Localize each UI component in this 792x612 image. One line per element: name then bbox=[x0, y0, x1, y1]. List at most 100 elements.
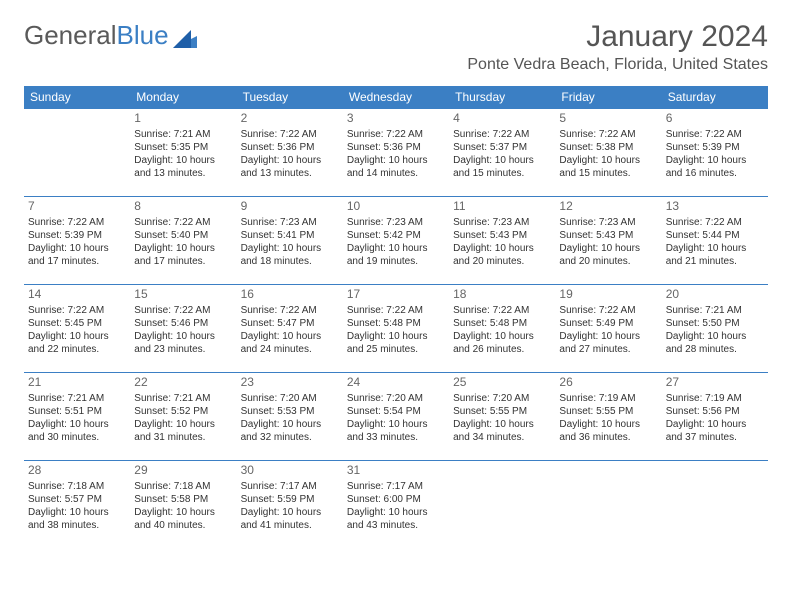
day-detail: Sunset: 5:47 PM bbox=[241, 317, 339, 330]
day-detail: Sunset: 5:57 PM bbox=[28, 493, 126, 506]
day-detail: Sunset: 5:35 PM bbox=[134, 141, 232, 154]
day-detail: and 40 minutes. bbox=[134, 519, 232, 532]
day-number: 2 bbox=[241, 111, 339, 127]
calendar-day-cell: 1Sunrise: 7:21 AMSunset: 5:35 PMDaylight… bbox=[130, 109, 236, 197]
day-detail: Sunrise: 7:22 AM bbox=[453, 128, 551, 141]
title-location: Ponte Vedra Beach, Florida, United State… bbox=[467, 56, 768, 74]
day-detail: Sunset: 5:42 PM bbox=[347, 229, 445, 242]
day-detail: Daylight: 10 hours bbox=[559, 242, 657, 255]
calendar-day-cell: 24Sunrise: 7:20 AMSunset: 5:54 PMDayligh… bbox=[343, 373, 449, 461]
day-detail: Sunrise: 7:22 AM bbox=[241, 304, 339, 317]
day-number: 27 bbox=[666, 375, 764, 391]
calendar-day-cell: 13Sunrise: 7:22 AMSunset: 5:44 PMDayligh… bbox=[662, 197, 768, 285]
day-detail: Sunrise: 7:19 AM bbox=[559, 392, 657, 405]
calendar-day-cell: 4Sunrise: 7:22 AMSunset: 5:37 PMDaylight… bbox=[449, 109, 555, 197]
day-number: 30 bbox=[241, 463, 339, 479]
day-detail: and 20 minutes. bbox=[453, 255, 551, 268]
day-detail: Daylight: 10 hours bbox=[453, 418, 551, 431]
calendar-day-cell bbox=[449, 461, 555, 549]
day-detail: Sunrise: 7:23 AM bbox=[241, 216, 339, 229]
day-number: 7 bbox=[28, 199, 126, 215]
day-detail: Daylight: 10 hours bbox=[559, 330, 657, 343]
calendar-table: Sunday Monday Tuesday Wednesday Thursday… bbox=[24, 86, 768, 549]
day-detail: Daylight: 10 hours bbox=[347, 506, 445, 519]
calendar-day-cell: 26Sunrise: 7:19 AMSunset: 5:55 PMDayligh… bbox=[555, 373, 661, 461]
day-number: 31 bbox=[347, 463, 445, 479]
logo: GeneralBlue bbox=[24, 20, 197, 51]
day-number: 19 bbox=[559, 287, 657, 303]
day-detail: and 20 minutes. bbox=[559, 255, 657, 268]
weekday-header: Sunday bbox=[24, 86, 130, 109]
weekday-header: Tuesday bbox=[237, 86, 343, 109]
day-detail: and 13 minutes. bbox=[241, 167, 339, 180]
day-detail: and 31 minutes. bbox=[134, 431, 232, 444]
day-detail: Daylight: 10 hours bbox=[241, 330, 339, 343]
day-number: 15 bbox=[134, 287, 232, 303]
day-number: 11 bbox=[453, 199, 551, 215]
day-detail: Daylight: 10 hours bbox=[347, 330, 445, 343]
day-detail: Sunrise: 7:20 AM bbox=[347, 392, 445, 405]
calendar-day-cell: 29Sunrise: 7:18 AMSunset: 5:58 PMDayligh… bbox=[130, 461, 236, 549]
weekday-header: Monday bbox=[130, 86, 236, 109]
calendar-day-cell: 30Sunrise: 7:17 AMSunset: 5:59 PMDayligh… bbox=[237, 461, 343, 549]
calendar-day-cell: 10Sunrise: 7:23 AMSunset: 5:42 PMDayligh… bbox=[343, 197, 449, 285]
day-detail: Sunset: 5:52 PM bbox=[134, 405, 232, 418]
day-number: 6 bbox=[666, 111, 764, 127]
day-detail: Daylight: 10 hours bbox=[559, 154, 657, 167]
day-detail: Sunset: 5:55 PM bbox=[453, 405, 551, 418]
day-detail: Daylight: 10 hours bbox=[134, 330, 232, 343]
weekday-header: Saturday bbox=[662, 86, 768, 109]
calendar-day-cell: 21Sunrise: 7:21 AMSunset: 5:51 PMDayligh… bbox=[24, 373, 130, 461]
day-detail: Sunset: 5:50 PM bbox=[666, 317, 764, 330]
day-number: 9 bbox=[241, 199, 339, 215]
day-number: 22 bbox=[134, 375, 232, 391]
day-detail: Daylight: 10 hours bbox=[241, 418, 339, 431]
day-detail: Daylight: 10 hours bbox=[666, 418, 764, 431]
day-detail: and 15 minutes. bbox=[559, 167, 657, 180]
day-detail: Sunrise: 7:22 AM bbox=[28, 216, 126, 229]
day-number: 21 bbox=[28, 375, 126, 391]
day-detail: Sunrise: 7:23 AM bbox=[453, 216, 551, 229]
day-detail: Sunrise: 7:22 AM bbox=[559, 128, 657, 141]
calendar-day-cell: 11Sunrise: 7:23 AMSunset: 5:43 PMDayligh… bbox=[449, 197, 555, 285]
day-detail: and 43 minutes. bbox=[347, 519, 445, 532]
calendar-week-row: 21Sunrise: 7:21 AMSunset: 5:51 PMDayligh… bbox=[24, 373, 768, 461]
day-detail: Sunrise: 7:22 AM bbox=[241, 128, 339, 141]
calendar-day-cell: 18Sunrise: 7:22 AMSunset: 5:48 PMDayligh… bbox=[449, 285, 555, 373]
day-detail: Sunset: 5:37 PM bbox=[453, 141, 551, 154]
calendar-day-cell: 31Sunrise: 7:17 AMSunset: 6:00 PMDayligh… bbox=[343, 461, 449, 549]
day-detail: and 41 minutes. bbox=[241, 519, 339, 532]
calendar-day-cell: 5Sunrise: 7:22 AMSunset: 5:38 PMDaylight… bbox=[555, 109, 661, 197]
day-detail: and 32 minutes. bbox=[241, 431, 339, 444]
calendar-day-cell: 25Sunrise: 7:20 AMSunset: 5:55 PMDayligh… bbox=[449, 373, 555, 461]
title-month: January 2024 bbox=[467, 20, 768, 54]
day-number: 14 bbox=[28, 287, 126, 303]
day-detail: Daylight: 10 hours bbox=[347, 418, 445, 431]
day-detail: Sunrise: 7:22 AM bbox=[28, 304, 126, 317]
day-detail: Sunset: 6:00 PM bbox=[347, 493, 445, 506]
calendar-week-row: 1Sunrise: 7:21 AMSunset: 5:35 PMDaylight… bbox=[24, 109, 768, 197]
day-detail: Daylight: 10 hours bbox=[28, 242, 126, 255]
calendar-day-cell: 16Sunrise: 7:22 AMSunset: 5:47 PMDayligh… bbox=[237, 285, 343, 373]
day-detail: and 37 minutes. bbox=[666, 431, 764, 444]
day-detail: Sunset: 5:48 PM bbox=[347, 317, 445, 330]
day-detail: Daylight: 10 hours bbox=[134, 506, 232, 519]
day-number: 23 bbox=[241, 375, 339, 391]
day-detail: Sunrise: 7:22 AM bbox=[453, 304, 551, 317]
day-detail: Daylight: 10 hours bbox=[134, 418, 232, 431]
day-detail: Sunrise: 7:22 AM bbox=[134, 216, 232, 229]
calendar-day-cell: 19Sunrise: 7:22 AMSunset: 5:49 PMDayligh… bbox=[555, 285, 661, 373]
calendar-day-cell: 20Sunrise: 7:21 AMSunset: 5:50 PMDayligh… bbox=[662, 285, 768, 373]
day-detail: Sunrise: 7:18 AM bbox=[28, 480, 126, 493]
calendar-day-cell: 14Sunrise: 7:22 AMSunset: 5:45 PMDayligh… bbox=[24, 285, 130, 373]
day-detail: and 30 minutes. bbox=[28, 431, 126, 444]
day-detail: and 26 minutes. bbox=[453, 343, 551, 356]
day-detail: Sunset: 5:58 PM bbox=[134, 493, 232, 506]
day-detail: Sunset: 5:41 PM bbox=[241, 229, 339, 242]
day-detail: and 14 minutes. bbox=[347, 167, 445, 180]
calendar-day-cell bbox=[555, 461, 661, 549]
day-detail: and 15 minutes. bbox=[453, 167, 551, 180]
day-detail: Sunset: 5:44 PM bbox=[666, 229, 764, 242]
day-number: 12 bbox=[559, 199, 657, 215]
calendar-day-cell: 12Sunrise: 7:23 AMSunset: 5:43 PMDayligh… bbox=[555, 197, 661, 285]
